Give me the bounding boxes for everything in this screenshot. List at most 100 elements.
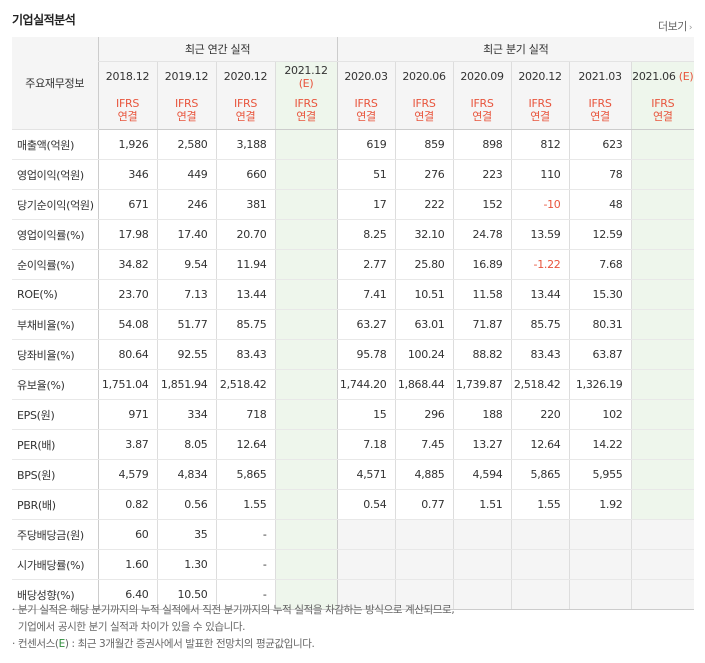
ifrs-basis-header: IFRS 연결	[510, 91, 570, 130]
table-row: ROE(%) 23.70 7.13 13.44 7.41 10.51 11.58 13.44 1…	[12, 279, 695, 310]
more-label[interactable]: 더보기	[658, 20, 687, 33]
table-cell: 4,594	[452, 459, 512, 490]
table-cell: 17.98	[97, 219, 157, 250]
basis-label: 연결	[117, 110, 138, 123]
basis-label: 연결	[414, 110, 434, 123]
more-link[interactable]: 더보기 ›	[658, 18, 693, 34]
period-header: 2021.03	[568, 61, 632, 91]
table-cell	[630, 159, 695, 190]
estimate-mark: (E)	[678, 70, 694, 83]
table-cell: 4,834	[156, 459, 216, 490]
table-cell: 971	[97, 399, 157, 430]
ifrs-label: IFRS	[175, 97, 198, 110]
table-cell	[274, 249, 338, 280]
ifrs-basis-header: IFRS 연결	[452, 91, 512, 130]
table-cell	[630, 399, 695, 430]
table-cell	[274, 189, 338, 220]
table-cell: 80.31	[568, 309, 632, 340]
table-cell	[630, 129, 695, 160]
table-cell: 188	[452, 399, 512, 430]
period-header: 2020.06	[394, 61, 454, 91]
table-row: 영업이익(억원) 346 449 660 51 276 223 110 78	[12, 159, 695, 190]
financial-table: 주요재무정보 최근 연간 실적 최근 분기 실적 2018.12 2019.12 2…	[12, 37, 695, 610]
table-cell: 88.82	[452, 339, 512, 370]
table-cell: 63.27	[336, 309, 396, 340]
table-cell: 15.30	[568, 279, 632, 310]
table-cell	[568, 549, 632, 580]
ifrs-basis-header: IFRS 연결	[394, 91, 454, 130]
table-cell: 10.51	[394, 279, 454, 310]
table-cell	[630, 249, 695, 280]
table-cell: 100.24	[394, 339, 454, 370]
table-cell	[274, 399, 338, 430]
table-cell: 1,326.19	[568, 369, 632, 400]
table-cell: 80.64	[97, 339, 157, 370]
table-cell	[510, 579, 570, 610]
table-cell: 5,955	[568, 459, 632, 490]
table-cell: 223	[452, 159, 512, 190]
period-label: 2018.12	[105, 70, 150, 83]
table-cell: 102	[568, 399, 632, 430]
table-cell: 85.75	[510, 309, 570, 340]
period-header: 2020.03	[336, 61, 396, 91]
table-cell: -10	[510, 189, 570, 220]
table-cell	[630, 309, 695, 340]
annual-group-header: 최근 연간 실적	[97, 37, 338, 62]
row-label: PBR(배)	[12, 489, 98, 520]
period-header: 2020.09	[452, 61, 512, 91]
section-title: 기업실적분석	[12, 13, 76, 27]
table-cell: 859	[394, 129, 454, 160]
basis-label: 연결	[652, 110, 673, 123]
table-row: 배당성향(%) 6.40 10.50-	[12, 579, 695, 610]
table-cell: 25.80	[394, 249, 454, 280]
table-cell	[630, 489, 695, 520]
chevron-right-icon[interactable]: ›	[688, 23, 693, 33]
table-cell: 35	[156, 519, 216, 550]
table-cell: 152	[452, 189, 512, 220]
table-cell: 619	[336, 129, 396, 160]
period-header: 2020.12	[215, 61, 275, 91]
table-cell: 381	[215, 189, 275, 220]
row-label: BPS(원)	[12, 459, 98, 490]
ifrs-label: IFRS	[116, 97, 139, 110]
table-cell: 1,751.04	[97, 369, 157, 400]
period-label: 2021.03	[578, 70, 622, 83]
table-cell: 95.78	[336, 339, 396, 370]
table-cell: 13.27	[452, 429, 512, 460]
ifrs-basis-header: IFRS 연결	[274, 91, 338, 130]
footnote-quarterly: · 분기 실적은 해당 분기까지의 누적 실적에서 직전 분기까지의 누적 실적…	[12, 604, 455, 616]
period-label: 2021.06	[632, 70, 676, 83]
table-cell	[274, 219, 338, 250]
quarter-group-header: 최근 분기 실적	[336, 37, 695, 62]
table-cell: 246	[156, 189, 216, 220]
table-cell: 78	[568, 159, 632, 190]
table-cell: 220	[510, 399, 570, 430]
table-cell: 5,865	[510, 459, 570, 490]
table-cell	[336, 519, 396, 550]
table-cell: 4,885	[394, 459, 454, 490]
period-header: 2018.12	[97, 61, 157, 91]
table-cell: 12.59	[568, 219, 632, 250]
table-cell	[630, 279, 695, 310]
ifrs-basis-header: IFRS 연결	[630, 91, 695, 130]
table-cell: 0.54	[336, 489, 396, 520]
table-cell: 4,579	[97, 459, 157, 490]
table-cell: 13.44	[215, 279, 275, 310]
period-label: 2020.12	[518, 70, 562, 83]
table-cell	[568, 579, 632, 610]
table-cell: 0.56	[156, 489, 216, 520]
ifrs-label: IFRS	[234, 97, 257, 110]
table-cell: 1.92	[568, 489, 632, 520]
table-cell	[452, 549, 512, 580]
ifrs-basis-header: IFRS 연결	[336, 91, 396, 130]
table-cell	[394, 519, 454, 550]
table-cell	[274, 429, 338, 460]
table-cell: -1.22	[510, 249, 570, 280]
period-label: 2019.12	[164, 70, 209, 83]
ifrs-basis-header: IFRS 연결	[215, 91, 275, 130]
table-cell: 85.75	[215, 309, 275, 340]
footnote-quarterly-cont: 기업에서 공시한 분기 실적과 차이가 있을 수 있습니다.	[17, 621, 246, 633]
table-cell: 1,744.20	[336, 369, 396, 400]
table-row: 시가배당률(%) 1.60 1.30-	[12, 549, 695, 580]
table-cell: 60	[97, 519, 157, 550]
